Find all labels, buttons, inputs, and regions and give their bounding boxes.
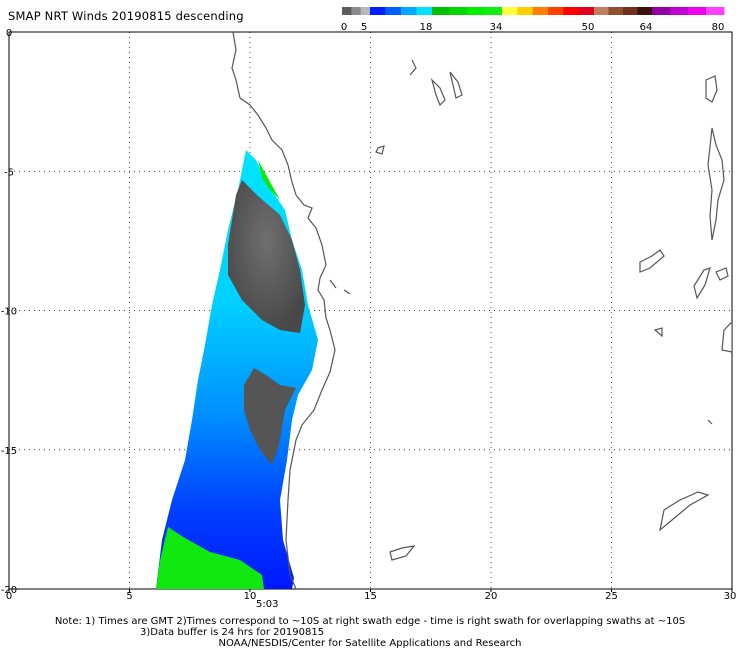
low-wind-area-north xyxy=(228,180,305,333)
color-scale-labels: 0 5 18 34 50 64 80 xyxy=(341,22,725,32)
island-outline-5 xyxy=(707,127,725,241)
color-scale-label: 34 xyxy=(490,22,503,32)
color-scale-swatch xyxy=(385,7,402,15)
color-scale-swatch xyxy=(432,7,450,15)
island-outline-4 xyxy=(705,75,718,103)
color-scale-swatch xyxy=(502,7,518,15)
x-tick-label: 20 xyxy=(485,591,498,602)
color-scale-swatch xyxy=(608,7,624,15)
swath-green-region xyxy=(156,527,264,589)
color-scale-swatch xyxy=(416,7,433,15)
color-scale-swatch xyxy=(637,7,653,15)
color-scale-label: 18 xyxy=(420,22,433,32)
footnote-times: Note: 1) Times are GMT 2)Times correspon… xyxy=(54,616,686,627)
color-scale-swatch xyxy=(467,7,485,15)
color-scale-swatch xyxy=(706,7,725,15)
color-scale-label: 50 xyxy=(582,22,595,32)
coastlines xyxy=(231,32,732,589)
color-scale-swatch xyxy=(578,7,595,15)
credit-line: NOAA/NESDIS/Center for Satellite Applica… xyxy=(218,638,522,649)
color-scale-label: 64 xyxy=(640,22,653,32)
color-scale-swatch xyxy=(342,7,352,15)
island-outline-14 xyxy=(653,327,663,338)
color-scale-swatch xyxy=(517,7,534,15)
map-axes: 0 5 10 15 20 25 30 0 -5 -10 -15 -20 xyxy=(1,28,737,602)
color-scale-swatch xyxy=(360,7,371,15)
island-outline-2 xyxy=(430,77,446,107)
plot-frame xyxy=(8,31,733,590)
y-tick-label: 0 xyxy=(6,28,12,39)
swath-time-label: 5:03 xyxy=(256,599,279,610)
wind-swath xyxy=(156,150,318,589)
y-tick-label: -10 xyxy=(1,307,17,318)
wind-speed-color-scale: 0 5 18 34 50 64 80 xyxy=(341,7,725,32)
african-coastline xyxy=(231,32,336,589)
color-scale-segments xyxy=(342,7,725,15)
color-scale-swatch xyxy=(401,7,417,15)
x-tick-label: 25 xyxy=(605,591,618,602)
island-outline-9 xyxy=(659,491,710,532)
island-outline-3 xyxy=(449,71,463,99)
color-scale-swatch xyxy=(594,7,609,15)
color-scale-label: 0 xyxy=(341,22,347,32)
color-scale-swatch xyxy=(548,7,564,15)
swath-top-green-region xyxy=(258,160,280,200)
x-tick-label: 15 xyxy=(364,591,377,602)
color-scale-swatch xyxy=(688,7,707,15)
island-outline-7 xyxy=(715,267,729,281)
island-outline-15 xyxy=(707,419,713,425)
color-scale-swatch xyxy=(351,7,362,15)
island-outline-13 xyxy=(329,279,351,295)
x-tick-label: 0 xyxy=(6,591,12,602)
footnote-data-buffer: 3)Data buffer is 24 hrs for 20190815 xyxy=(140,627,325,638)
color-scale-swatch xyxy=(532,7,549,15)
y-tick-label: -5 xyxy=(4,167,14,178)
island-outline-11 xyxy=(639,249,665,273)
x-tick-label: 30 xyxy=(724,591,737,602)
island-outline-10 xyxy=(389,545,416,561)
map-title: SMAP NRT Winds 20190815 descending xyxy=(8,9,244,23)
x-tick-label: 10 xyxy=(244,591,257,602)
color-scale-swatch xyxy=(449,7,468,15)
island-outline-12 xyxy=(375,145,385,155)
lat-lon-grid xyxy=(9,32,732,589)
y-tick-label: -15 xyxy=(1,446,17,457)
color-scale-swatch xyxy=(484,7,503,15)
x-tick-label: 5 xyxy=(126,591,132,602)
color-scale-swatch xyxy=(370,7,386,15)
color-scale-swatch xyxy=(652,7,671,15)
low-wind-area-south xyxy=(244,368,296,465)
island-outline-6 xyxy=(693,267,711,300)
color-scale-swatch xyxy=(623,7,638,15)
color-scale-label: 5 xyxy=(361,22,367,32)
color-scale-swatch xyxy=(670,7,689,15)
color-scale-label: 80 xyxy=(712,22,725,32)
color-scale-swatch xyxy=(563,7,580,15)
island-outline-8 xyxy=(721,321,732,353)
y-tick-label: -20 xyxy=(1,585,17,596)
island-outline-1 xyxy=(409,59,417,76)
